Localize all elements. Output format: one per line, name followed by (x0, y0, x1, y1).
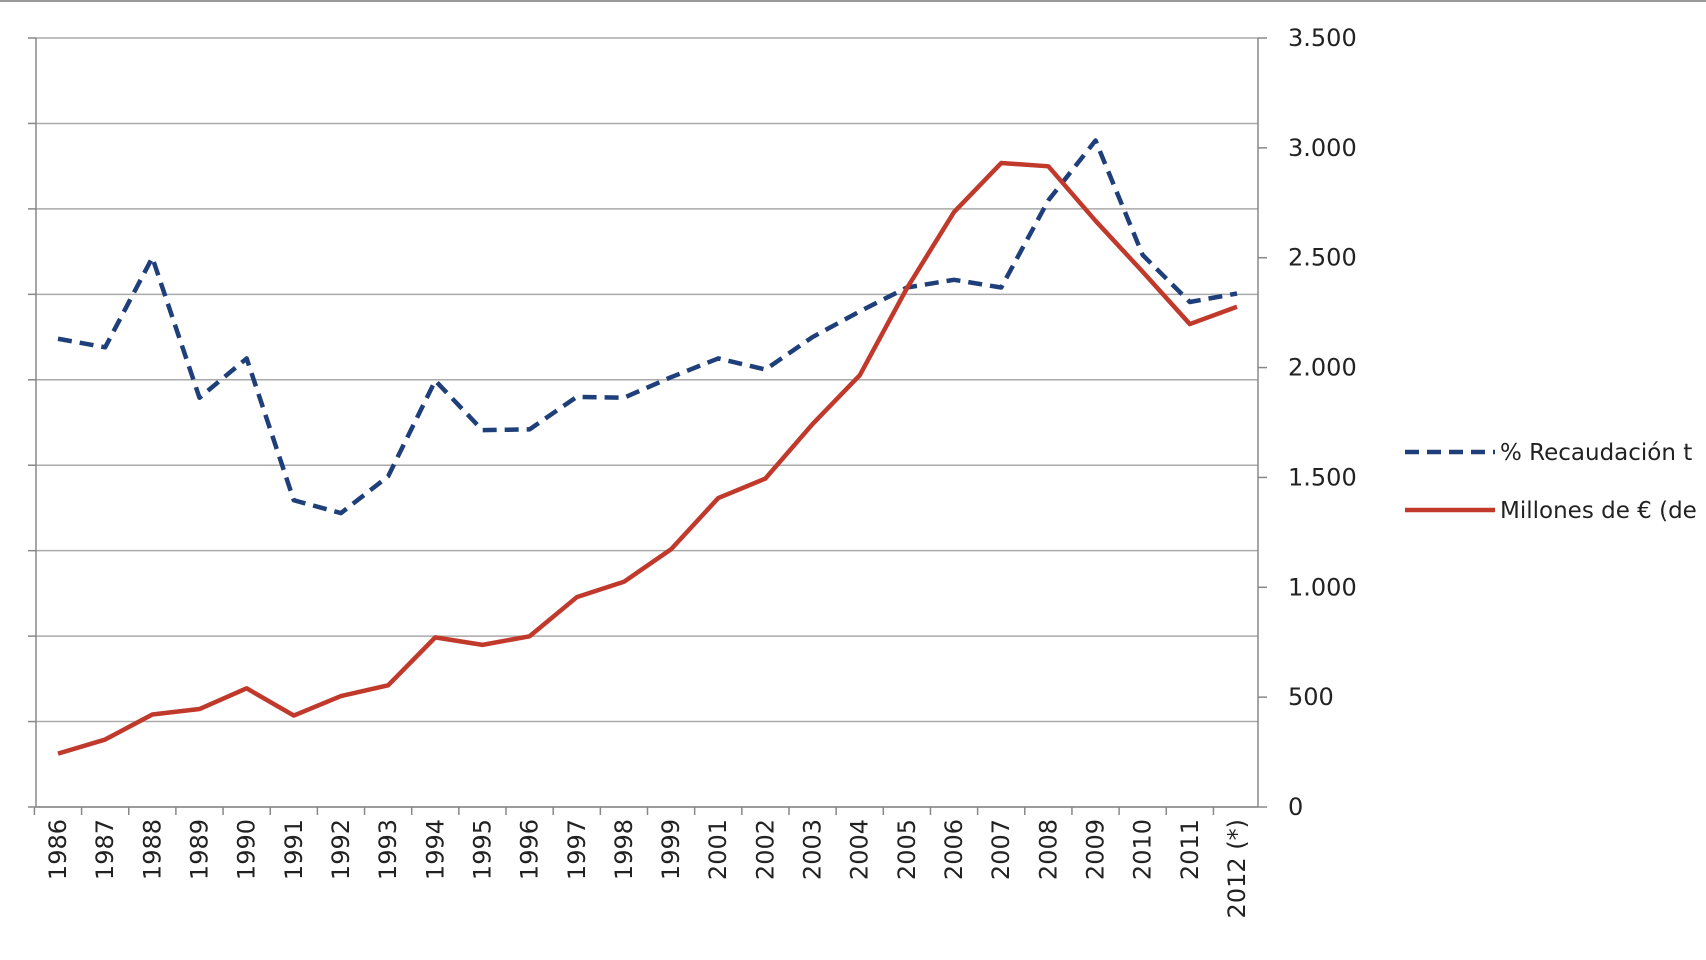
x-tick-label: 1986 (44, 819, 72, 880)
series-line (57, 160, 1238, 756)
x-tick-label: 1997 (563, 819, 591, 880)
x-tick-label: 2002 (751, 819, 779, 880)
legend-label: % Recaudación t (1500, 440, 1692, 466)
x-tick-label: 1998 (610, 819, 638, 880)
x-tick-label: 1989 (185, 819, 213, 880)
x-tick-label: 1987 (91, 819, 119, 880)
x-tick-label: 1995 (468, 819, 496, 880)
y2-tick-label: 500 (1288, 683, 1334, 711)
y2-tick-label: 3.500 (1288, 24, 1357, 52)
x-tick-label: 2011 (1176, 819, 1204, 880)
y2-tick-label: 3.000 (1288, 134, 1357, 162)
x-tick-label: 2008 (1034, 819, 1062, 880)
x-tick-label: 1999 (657, 819, 685, 880)
series-line (57, 138, 1238, 516)
x-tick-label: 1994 (421, 819, 449, 880)
x-tick-label: 2012 (*) (1223, 819, 1251, 918)
x-tick-label: 2010 (1129, 819, 1157, 880)
x-tick-label: 2003 (799, 819, 827, 880)
x-tick-label: 2001 (704, 819, 732, 880)
x-tick-label: 1988 (138, 819, 166, 880)
x-tick-label: 1993 (374, 819, 402, 880)
x-tick-label: 2005 (893, 819, 921, 880)
legend-label: Millones de € (de (1500, 498, 1697, 524)
y2-tick-label: 2.000 (1288, 354, 1357, 382)
x-tick-label: 2006 (940, 819, 968, 880)
y2-tick-label: 1.500 (1288, 463, 1357, 491)
x-tick-label: 2007 (987, 819, 1015, 880)
x-tick-label: 2004 (846, 819, 874, 880)
y2-tick-label: 2.500 (1288, 244, 1357, 272)
x-tick-label: 1992 (327, 819, 355, 880)
x-tick-label: 2009 (1082, 819, 1110, 880)
x-tick-label: 1991 (280, 819, 308, 880)
x-tick-label: 1996 (516, 819, 544, 880)
y2-tick-label: 1.000 (1288, 573, 1357, 601)
x-tick-label: 1990 (233, 819, 261, 880)
y2-tick-label: 0 (1288, 793, 1303, 821)
